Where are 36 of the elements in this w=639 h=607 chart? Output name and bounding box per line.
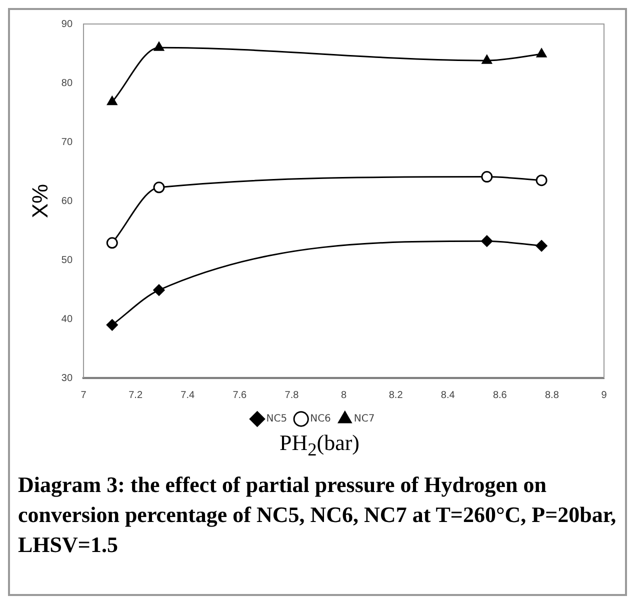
x-tick-label: 7.2 [128, 390, 143, 401]
text: Diagram 3: the effect of partial pressure of Hydrogen on conversion percentage of NC5, NC6, NC7 at T=260°C, P=20bar, LHSV=1.5 [18, 471, 618, 559]
y-tick-label: 30 [61, 372, 73, 384]
y-axis-title: X% [27, 184, 52, 218]
point [153, 182, 165, 194]
point [107, 96, 118, 106]
point [154, 42, 164, 51]
x-tick-label: 8.2 [388, 390, 404, 401]
legend-label: NC5 [266, 414, 288, 425]
x-tick-label: 8.4 [440, 390, 456, 401]
point [106, 319, 118, 331]
x-tick-label: 8.8 [545, 390, 560, 401]
point [536, 240, 548, 252]
x-axis-title: PH$_{2}$(bar) [278, 430, 361, 460]
y-tick-label: 50 [61, 254, 73, 266]
point [153, 284, 165, 296]
x-tick-label: 7.4 [180, 390, 196, 401]
point [536, 48, 547, 58]
point [482, 54, 492, 64]
y-tick-label: 60 [61, 196, 73, 207]
point [106, 237, 118, 249]
point [536, 174, 548, 186]
x-tick-label: 8.6 [492, 390, 508, 401]
x-tick-label: 8 [340, 390, 347, 401]
x-tick-label: 7 [80, 390, 87, 401]
x-tick-label: 9 [601, 390, 608, 401]
y-tick-label: 80 [61, 78, 73, 89]
y-tick-label: 40 [61, 314, 73, 325]
y-tick-label: 70 [61, 136, 73, 148]
y-tick-label: 90 [61, 18, 73, 30]
point [481, 235, 493, 247]
legend-label: NC7 [354, 414, 375, 425]
legend-label: NC6 [310, 414, 331, 425]
x-tick-label: 7.6 [232, 390, 248, 401]
point [481, 171, 493, 183]
x-tick-label: 7.8 [284, 390, 300, 401]
